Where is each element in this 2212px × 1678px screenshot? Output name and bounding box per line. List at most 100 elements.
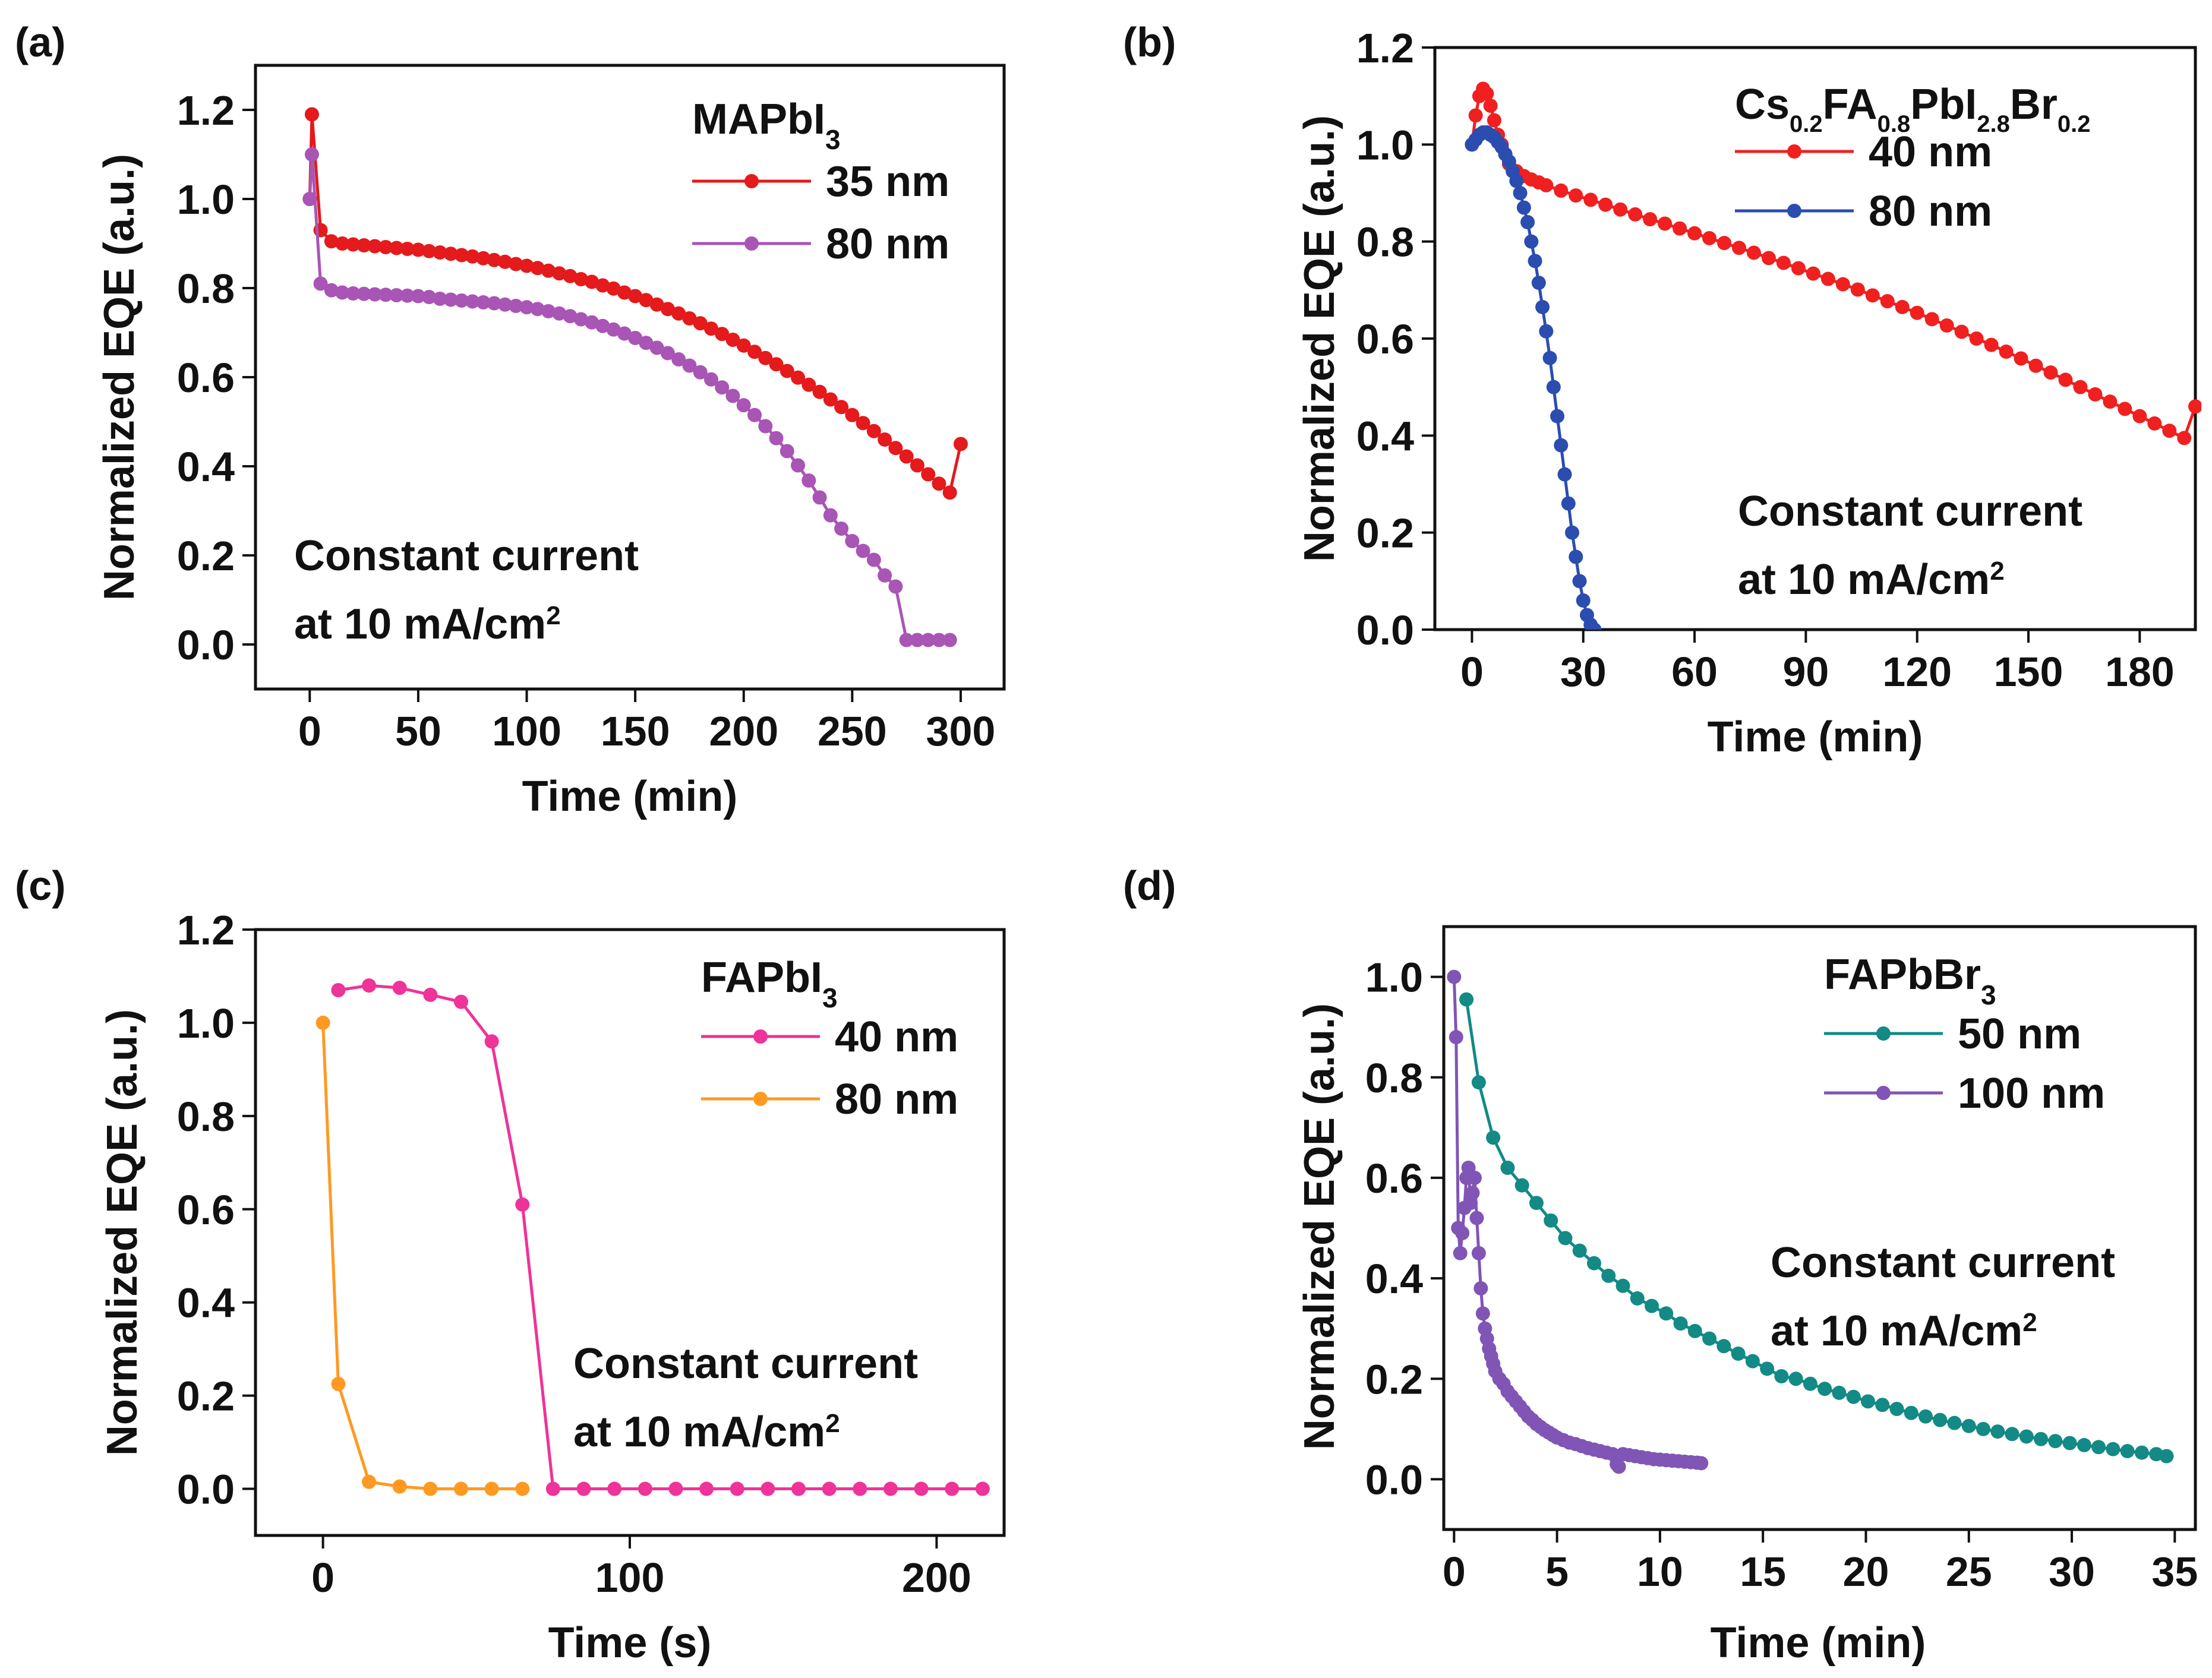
data-point [703, 372, 718, 387]
data-point [1969, 331, 1984, 346]
y-axis-label: Normalized EQE (a.u.) [1296, 115, 1343, 562]
x-tick-label: 25 [1946, 1549, 1992, 1595]
data-point [2147, 416, 2162, 431]
data-point [2058, 372, 2073, 387]
data-point [2028, 358, 2043, 373]
data-point [545, 1481, 560, 1496]
data-point [2091, 1440, 2106, 1455]
data-point [1587, 1256, 1601, 1271]
data-point [1761, 251, 1776, 266]
data-point [921, 633, 936, 647]
data-point [302, 192, 317, 206]
data-point [595, 278, 610, 293]
x-tick-label: 30 [1560, 649, 1607, 695]
data-point [1776, 255, 1791, 270]
data-point [346, 237, 361, 252]
data-point [1514, 1178, 1529, 1193]
annotation-line-1: Constant current [294, 532, 639, 580]
legend-label: 35 nm [826, 158, 949, 206]
data-point [1554, 183, 1569, 198]
data-point [541, 304, 556, 318]
data-point [2106, 1442, 2121, 1456]
annotation: Constant current at 10 mA/cm2 [1771, 1239, 2115, 1355]
x-tick-label: 100 [492, 708, 561, 754]
y-tick-label: 0.2 [1365, 1356, 1423, 1402]
x-tick-label: 250 [818, 708, 887, 754]
data-point [465, 294, 480, 309]
data-point [1817, 1382, 1832, 1396]
data-point [682, 358, 697, 373]
data-point [2088, 387, 2103, 402]
data-point [324, 283, 339, 298]
data-point [1865, 288, 1880, 303]
legend-label: 80 nm [835, 1076, 958, 1123]
data-point [1717, 236, 1732, 251]
x-tick-label: 120 [1882, 649, 1952, 695]
data-point [509, 299, 523, 313]
y-tick-label: 0.2 [1356, 510, 1414, 557]
data-point [498, 297, 512, 312]
data-point [699, 1481, 714, 1496]
series-line [1465, 999, 2167, 1458]
x-tick-label: 0 [298, 708, 321, 754]
data-point [1475, 1306, 1490, 1321]
data-point [1473, 1281, 1488, 1295]
data-point [834, 400, 849, 415]
x-tick-label: 0 [1443, 1549, 1466, 1595]
data-point [335, 285, 350, 300]
data-point [1561, 496, 1576, 511]
data-point [1572, 574, 1587, 589]
annotation-line-2: at 10 mA/cm2 [1738, 556, 2005, 603]
y-axis-label: Normalized EQE (a.u.) [99, 1009, 146, 1456]
data-point [914, 1481, 929, 1496]
data-point [389, 288, 404, 302]
data-point [823, 508, 838, 523]
data-point [356, 238, 371, 252]
data-point [1516, 200, 1531, 215]
data-point [1924, 312, 1939, 327]
data-point [628, 331, 643, 345]
data-point [606, 322, 621, 337]
data-point [945, 1481, 960, 1496]
data-point [780, 364, 794, 378]
data-point [703, 321, 718, 336]
data-point [1673, 1316, 1688, 1331]
data-point [1513, 186, 1528, 200]
x-tick-label: 5 [1545, 1549, 1569, 1595]
data-point [910, 633, 924, 647]
data-point [725, 333, 740, 347]
data-point [389, 241, 404, 255]
data-point [1976, 1421, 1991, 1436]
data-point [1587, 622, 1602, 630]
data-point [758, 419, 773, 434]
data-point [454, 248, 469, 263]
x-axis: 0 50 100 150 200 250 300 [298, 689, 995, 754]
data-point [883, 1481, 898, 1496]
y-axis: 0.0 0.2 0.4 0.6 0.8 1.0 1.2 [177, 87, 255, 668]
y-tick-label: 0.2 [177, 1373, 235, 1420]
data-point [335, 236, 350, 251]
data-point [617, 285, 632, 300]
data-point [1910, 305, 1924, 320]
data-point [639, 336, 654, 350]
data-point [509, 257, 523, 271]
data-point [791, 458, 806, 473]
data-point [362, 1474, 377, 1489]
data-point [423, 987, 438, 1002]
legend-swatch-marker [1876, 1026, 1891, 1041]
y-tick-label: 1.0 [1356, 122, 1414, 168]
legend-swatch-marker [1787, 204, 1801, 218]
plot-frame [1442, 925, 2197, 1531]
data-point [780, 444, 794, 459]
data-point [856, 543, 870, 558]
data-point [573, 272, 588, 286]
x-tick-label: 15 [1740, 1549, 1786, 1595]
data-point [802, 473, 816, 488]
legend-label: 100 nm [1958, 1070, 2105, 1117]
data-point [725, 388, 740, 403]
x-tick-label: 30 [2049, 1549, 2095, 1595]
data-point [1774, 1369, 1789, 1384]
data-point [595, 318, 610, 333]
data-point [1659, 1306, 1674, 1321]
